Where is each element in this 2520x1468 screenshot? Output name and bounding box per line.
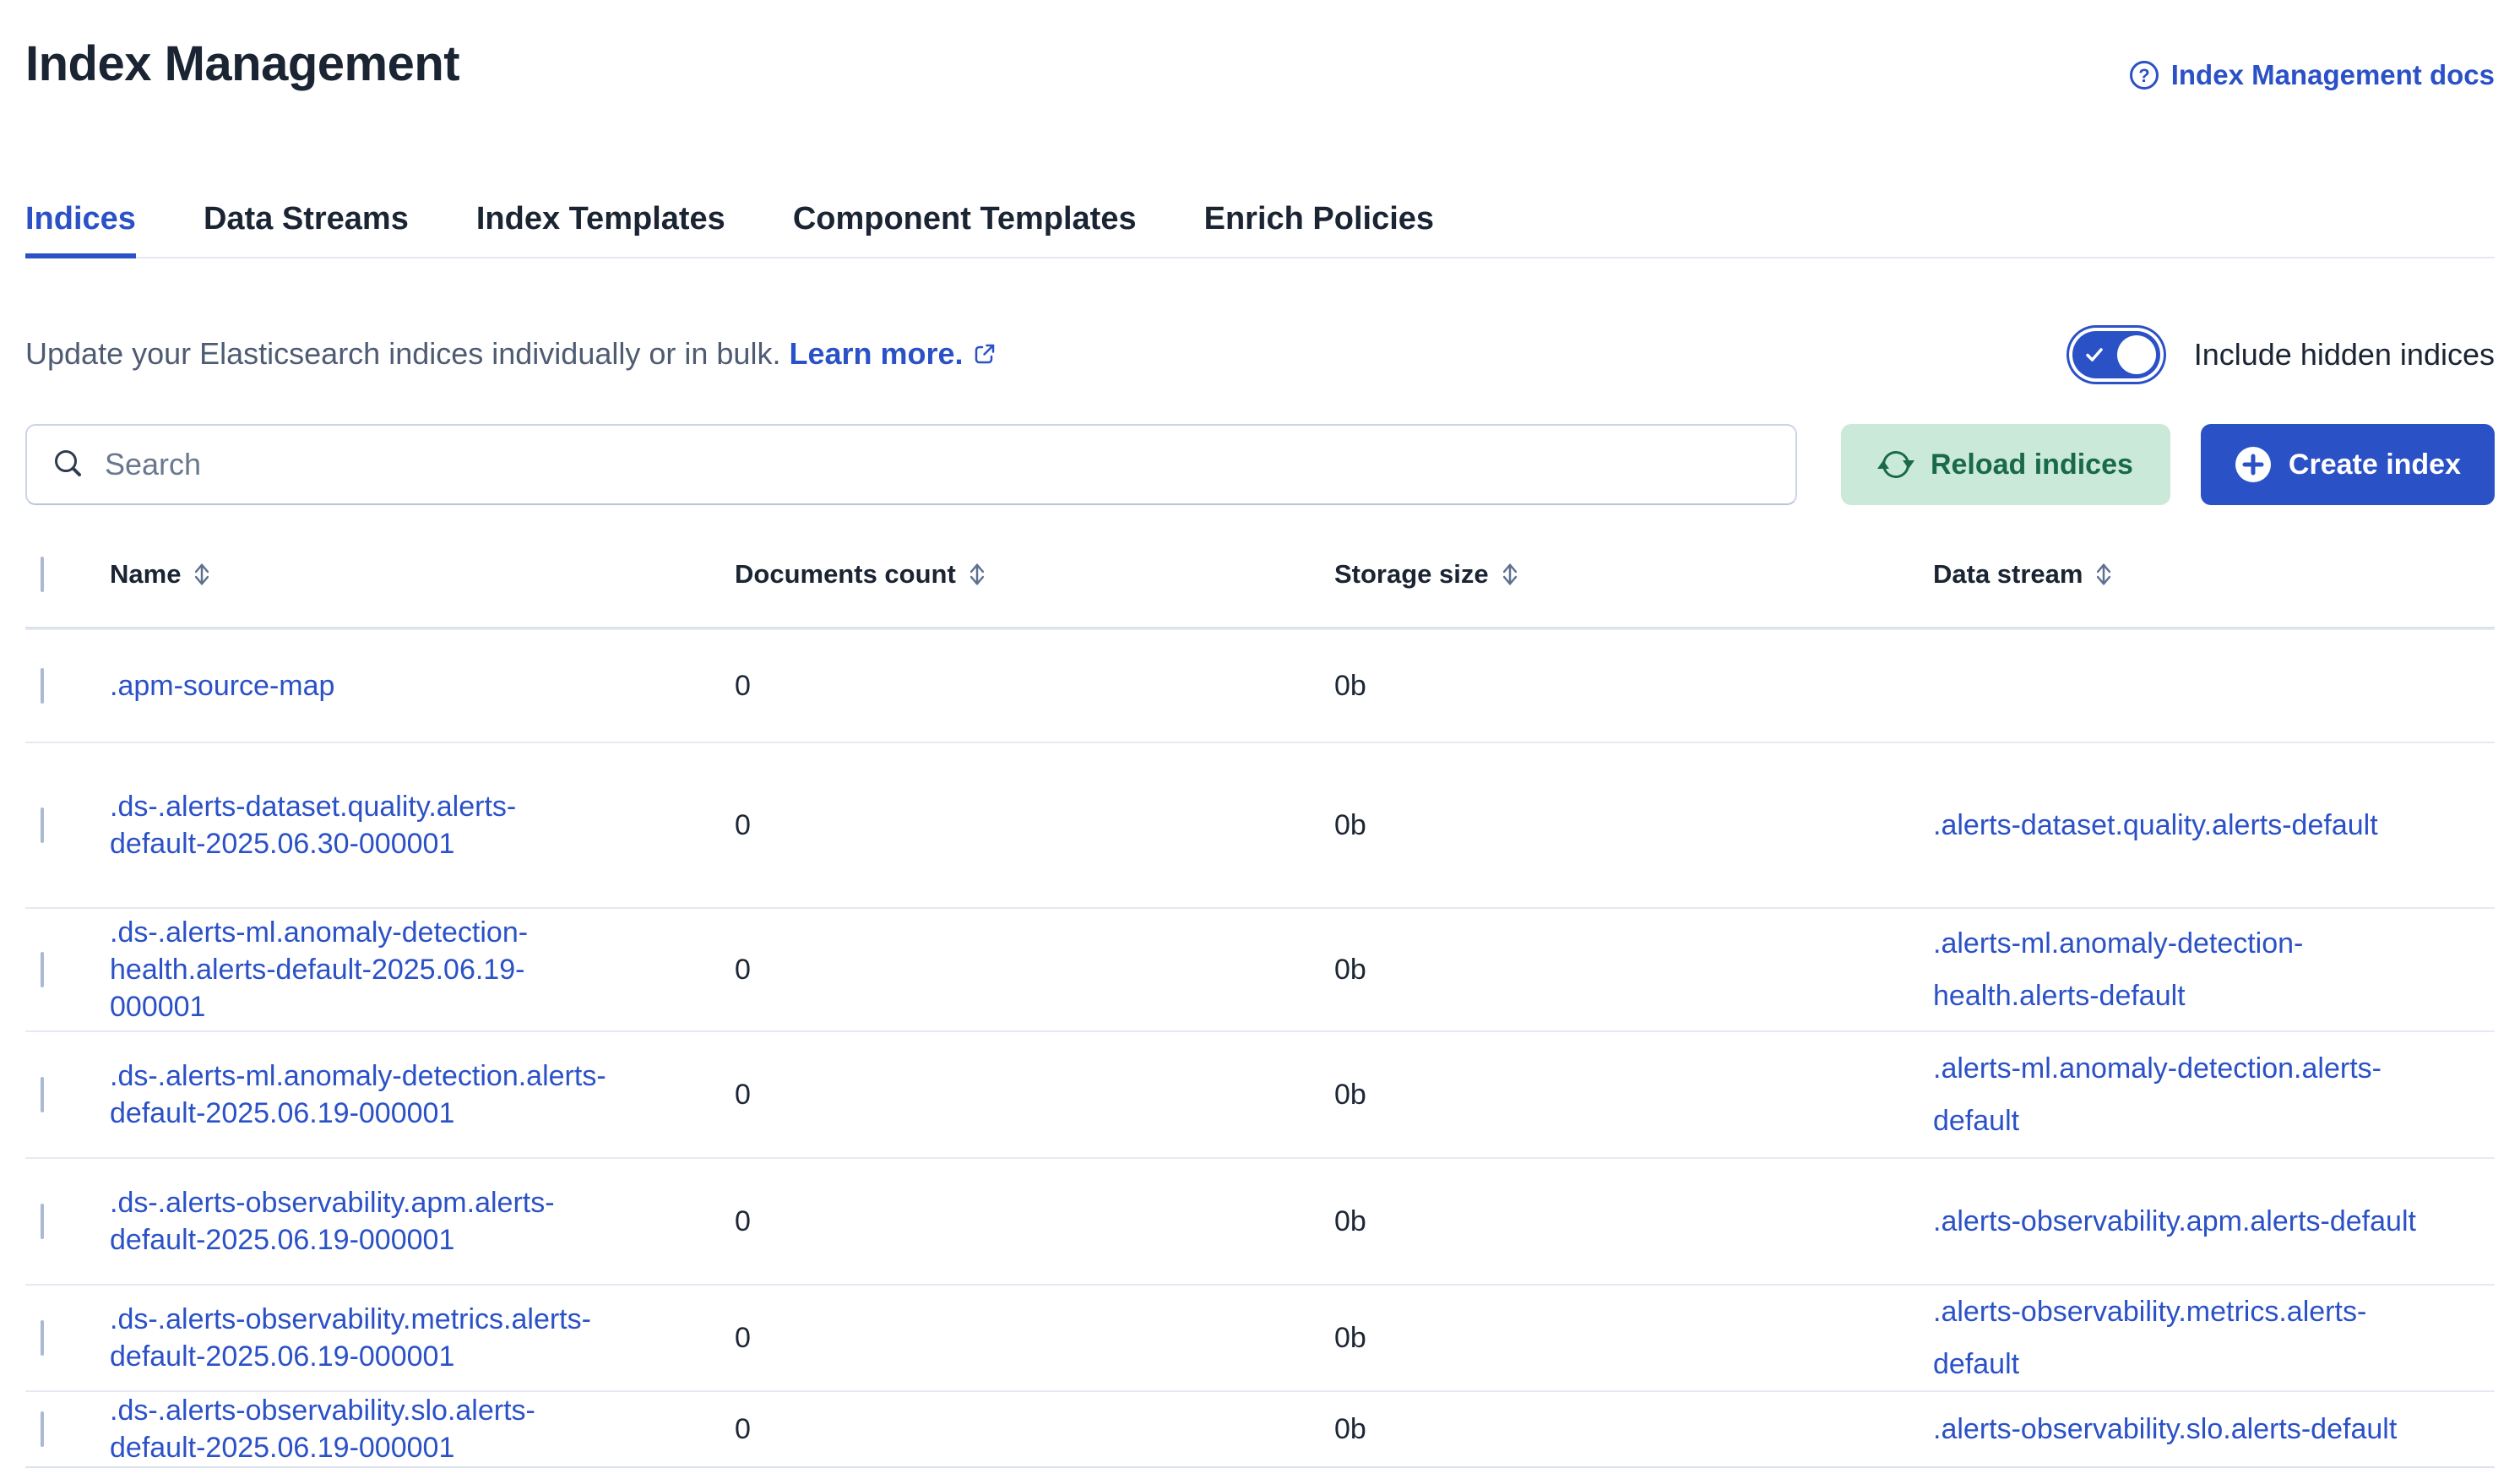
- table-row: .ds-.alerts-observability.metrics.alerts…: [25, 1284, 2495, 1390]
- data-stream-link[interactable]: .alerts-dataset.quality.alerts-default: [1933, 809, 2378, 841]
- toolbar: Reload indices Create index: [25, 424, 2495, 505]
- reload-indices-button[interactable]: Reload indices: [1840, 424, 2170, 505]
- sort-icon: [195, 563, 209, 585]
- storage-size-value: 0b: [1334, 669, 1366, 702]
- index-name-link[interactable]: .ds-.alerts-ml.anomaly-detection- health…: [110, 916, 529, 1023]
- table-row: .ds-.alerts-ml.anomaly-detection.alerts-…: [25, 1030, 2495, 1157]
- row-checkbox[interactable]: [41, 951, 44, 987]
- tab-enrich-policies[interactable]: Enrich Policies: [1203, 201, 1435, 237]
- help-icon: ?: [2129, 60, 2159, 90]
- row-checkbox[interactable]: [41, 1319, 44, 1356]
- row-checkbox[interactable]: [41, 667, 44, 704]
- svg-text:?: ?: [2138, 65, 2149, 86]
- index-name-link[interactable]: .ds-.alerts-ml.anomaly-detection.alerts-…: [110, 1060, 606, 1129]
- index-name-link[interactable]: .apm-source-map: [110, 670, 335, 702]
- search-input[interactable]: [25, 424, 1797, 505]
- table-row: .apm-source-map 0 0b: [25, 628, 2495, 742]
- check-icon: [2085, 348, 2103, 362]
- external-link-icon: [972, 338, 997, 375]
- include-hidden-control: Include hidden indices: [2066, 324, 2495, 385]
- data-stream-link[interactable]: .alerts-observability.metrics.alerts- de…: [1933, 1296, 2367, 1380]
- index-name-link[interactable]: .ds-.alerts-observability.slo.alerts- de…: [110, 1395, 535, 1464]
- data-stream-link[interactable]: .alerts-ml.anomaly-detection- health.ale…: [1933, 927, 2304, 1012]
- sort-icon: [2097, 563, 2111, 585]
- plus-icon: [2235, 446, 2272, 483]
- search-icon: [51, 447, 86, 490]
- indices-table: Name Documents count Storage size Data s…: [25, 522, 2495, 1468]
- row-checkbox[interactable]: [41, 807, 44, 843]
- sort-icon: [1502, 563, 1517, 585]
- index-name-link[interactable]: .ds-.alerts-observability.apm.alerts- de…: [110, 1187, 555, 1256]
- table-row: .ds-.alerts-ml.anomaly-detection- health…: [25, 907, 2495, 1030]
- include-hidden-label: Include hidden indices: [2193, 337, 2495, 372]
- column-header-storage-size[interactable]: Storage size: [1334, 559, 1933, 590]
- docs-link[interactable]: ? Index Management docs: [2129, 59, 2495, 91]
- data-stream-link[interactable]: .alerts-observability.apm.alerts-default: [1933, 1205, 2416, 1237]
- tab-indices[interactable]: Indices: [25, 199, 136, 258]
- page-header: Index Management ? Index Management docs: [25, 34, 2495, 95]
- controls-row: Update your Elasticsearch indices indivi…: [25, 324, 2495, 385]
- documents-count-value: 0: [735, 1204, 751, 1237]
- sort-icon: [969, 563, 984, 585]
- row-checkbox[interactable]: [41, 1203, 44, 1239]
- docs-link-label: Index Management docs: [2170, 59, 2495, 90]
- storage-size-value: 0b: [1334, 1204, 1366, 1237]
- storage-size-value: 0b: [1334, 1321, 1366, 1354]
- index-name-link[interactable]: .ds-.alerts-observability.metrics.alerts…: [110, 1303, 591, 1373]
- column-header-data-stream[interactable]: Data stream: [1933, 559, 2495, 590]
- refresh-icon: [1876, 447, 1914, 482]
- search-box: [25, 424, 1797, 505]
- documents-count-value: 0: [735, 808, 751, 841]
- documents-count-value: 0: [735, 1412, 751, 1445]
- select-all-checkbox[interactable]: [41, 556, 44, 592]
- documents-count-value: 0: [735, 1078, 751, 1111]
- page-description: Update your Elasticsearch indices indivi…: [25, 335, 997, 375]
- table-row: .ds-.alerts-dataset.quality.alerts- defa…: [25, 742, 2495, 907]
- tab-bar: Indices Data Streams Index Templates Com…: [25, 199, 2495, 258]
- toggle-knob: [2116, 335, 2156, 374]
- tab-index-templates[interactable]: Index Templates: [475, 201, 725, 237]
- index-name-link[interactable]: .ds-.alerts-dataset.quality.alerts- defa…: [110, 791, 517, 860]
- storage-size-value: 0b: [1334, 953, 1366, 986]
- table-row: .ds-.alerts-observability.apm.alerts- de…: [25, 1157, 2495, 1284]
- row-checkbox[interactable]: [41, 1076, 44, 1112]
- documents-count-value: 0: [735, 669, 751, 702]
- create-index-button[interactable]: Create index: [2200, 424, 2495, 505]
- tab-component-templates[interactable]: Component Templates: [792, 201, 1137, 237]
- documents-count-value: 0: [735, 953, 751, 986]
- storage-size-value: 0b: [1334, 808, 1366, 841]
- documents-count-value: 0: [735, 1321, 751, 1354]
- table-row: .ds-.alerts-observability.slo.alerts- de…: [25, 1390, 2495, 1468]
- include-hidden-toggle[interactable]: [2072, 331, 2160, 378]
- data-stream-link[interactable]: .alerts-ml.anomaly-detection.alerts- def…: [1933, 1052, 2382, 1137]
- column-header-name[interactable]: Name: [110, 559, 735, 590]
- learn-more-link[interactable]: Learn more.: [789, 336, 997, 371]
- storage-size-value: 0b: [1334, 1078, 1366, 1111]
- tab-data-streams[interactable]: Data Streams: [203, 201, 409, 237]
- row-checkbox[interactable]: [41, 1411, 44, 1447]
- page-title: Index Management: [25, 36, 460, 91]
- data-stream-link[interactable]: .alerts-observability.slo.alerts-default: [1933, 1413, 2398, 1445]
- table-header-row: Name Documents count Storage size Data s…: [25, 522, 2495, 628]
- column-header-documents-count[interactable]: Documents count: [735, 559, 1334, 590]
- storage-size-value: 0b: [1334, 1412, 1366, 1445]
